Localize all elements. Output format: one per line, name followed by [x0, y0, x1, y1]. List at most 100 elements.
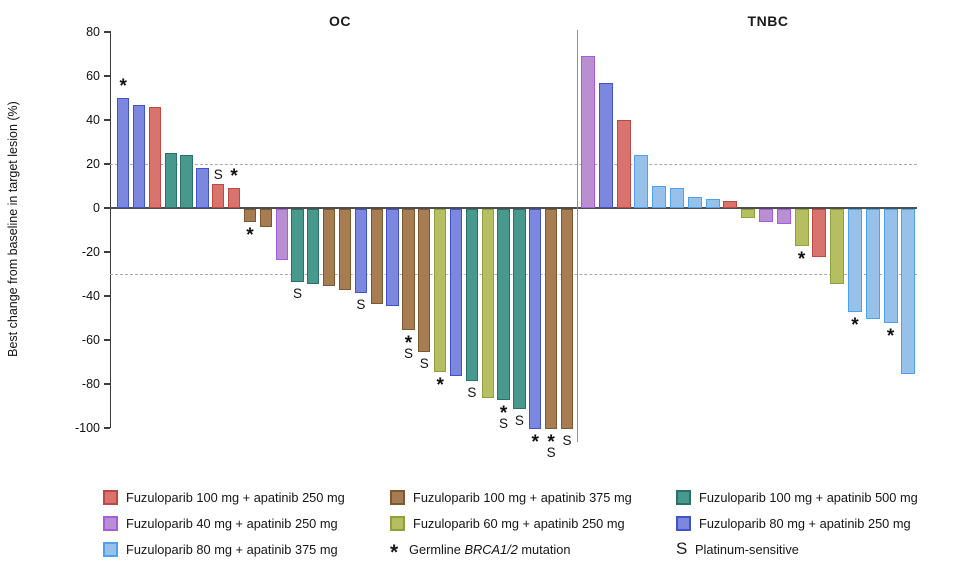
brca-mutation-marker: * — [390, 541, 399, 564]
legend: Fuzuloparib 100 mg + apatinib 250 mg Fuzu… — [0, 484, 976, 572]
bar — [883, 209, 898, 324]
legend-item: S Platinum-sensitive — [676, 536, 918, 562]
legend-label: Fuzuloparib 60 mg + apatinib 250 mg — [413, 515, 625, 531]
brca-mutation-marker: * — [246, 225, 254, 247]
bar — [848, 209, 862, 313]
brca-mutation-marker: * — [547, 432, 555, 453]
bar — [794, 209, 809, 247]
bar — [652, 186, 667, 208]
bar — [354, 209, 368, 293]
y-axis-label: Best change from baseline in target lesi… — [6, 101, 20, 357]
platinum-sensitive-marker: S — [356, 296, 366, 312]
y-tick-mark — [104, 427, 110, 429]
bar — [481, 209, 494, 399]
y-tick-mark — [104, 119, 110, 121]
y-tick-label: -60 — [81, 333, 100, 347]
bar — [723, 201, 738, 208]
bar — [901, 209, 916, 374]
bar — [402, 209, 415, 330]
y-tick-mark — [104, 251, 110, 253]
legend-label: Fuzuloparib 80 mg + apatinib 375 mg — [126, 541, 338, 557]
legend-item: Fuzuloparib 80 mg + apatinib 250 mg — [676, 510, 918, 536]
brca-mutation-marker: * — [886, 326, 895, 348]
legend-label: Fuzuloparib 100 mg + apatinib 500 mg — [699, 489, 918, 505]
y-tick-label: -20 — [81, 245, 100, 259]
legend-swatch — [103, 489, 118, 505]
y-tick-mark — [104, 207, 110, 209]
bar — [616, 120, 631, 208]
legend-label: Germline BRCA1/2 mutation — [409, 541, 571, 557]
bar — [465, 209, 478, 381]
bar — [581, 56, 595, 208]
legend-label: Fuzuloparib 100 mg + apatinib 250 mg — [126, 489, 345, 505]
bar — [830, 209, 845, 284]
bar — [243, 209, 257, 223]
legend-swatch — [676, 515, 691, 531]
bar — [865, 209, 880, 319]
platinum-sensitive-marker: S — [546, 445, 556, 460]
bar — [449, 209, 463, 377]
bar — [323, 209, 336, 286]
bar — [291, 209, 304, 282]
legend-label: Fuzuloparib 40 mg + apatinib 250 mg — [126, 515, 338, 531]
legend-item: Fuzuloparib 60 mg + apatinib 250 mg — [390, 510, 632, 536]
bar — [180, 155, 193, 208]
legend-swatch — [390, 489, 405, 505]
brca-mutation-marker: * — [797, 249, 806, 271]
legend-label: Fuzuloparib 80 mg + apatinib 250 mg — [699, 515, 911, 531]
bar — [434, 209, 447, 372]
platinum-sensitive-marker: S — [499, 416, 509, 432]
platinum-sensitive-marker: S — [403, 346, 413, 361]
group-title-tnbc: TNBC — [747, 13, 789, 29]
brca-mutation-marker: * — [851, 315, 859, 337]
platinum-sensitive-marker: S — [467, 384, 477, 400]
platinum-sensitive-marker: S — [419, 356, 429, 371]
bar — [418, 209, 431, 352]
legend-swatch — [676, 489, 691, 505]
bar — [544, 209, 558, 429]
y-tick-label: 40 — [86, 113, 100, 127]
y-tick-label: 0 — [93, 201, 100, 215]
bar — [386, 209, 399, 306]
bar — [132, 104, 146, 208]
legend-column: Fuzuloparib 100 mg + apatinib 500 mg Fuzu… — [676, 484, 918, 562]
y-tick-label: 80 — [86, 25, 100, 39]
y-tick-mark — [104, 295, 110, 297]
bar — [227, 188, 241, 208]
y-tick-label: -80 — [81, 377, 100, 391]
brca-mutation-marker: * — [531, 432, 539, 453]
legend-item: Fuzuloparib 100 mg + apatinib 250 mg — [103, 484, 345, 510]
bar — [687, 197, 702, 208]
legend-item: Fuzuloparib 80 mg + apatinib 375 mg — [103, 536, 345, 562]
platinum-sensitive-marker: S — [292, 285, 302, 301]
bar — [307, 209, 320, 284]
bar — [705, 199, 720, 208]
group-separator-line — [577, 30, 578, 442]
legend-swatch — [103, 541, 118, 557]
y-tick-label: -100 — [74, 421, 100, 435]
bar — [776, 209, 791, 225]
platinum-sensitive-marker: S — [676, 539, 688, 558]
bar — [148, 106, 161, 208]
y-tick-label: -40 — [81, 289, 100, 303]
y-axis-line — [110, 31, 112, 428]
bar — [196, 168, 209, 208]
y-tick-mark — [104, 383, 110, 385]
bar — [741, 209, 756, 218]
bar — [759, 209, 773, 223]
group-title-oc: OC — [329, 13, 351, 29]
legend-item: Fuzuloparib 100 mg + apatinib 375 mg — [390, 484, 632, 510]
bar — [370, 209, 383, 304]
bar — [212, 183, 225, 208]
bar — [513, 209, 526, 410]
brca-mutation-marker: * — [119, 76, 127, 97]
brca-mutation-marker: * — [436, 374, 444, 396]
brca-mutation-marker: * — [499, 403, 508, 425]
reference-line — [110, 164, 917, 165]
bar — [497, 209, 510, 401]
legend-column: Fuzuloparib 100 mg + apatinib 375 mg Fuzu… — [390, 484, 632, 564]
y-tick-mark — [104, 163, 110, 165]
brca-mutation-marker: * — [404, 333, 413, 354]
bar — [529, 209, 542, 429]
